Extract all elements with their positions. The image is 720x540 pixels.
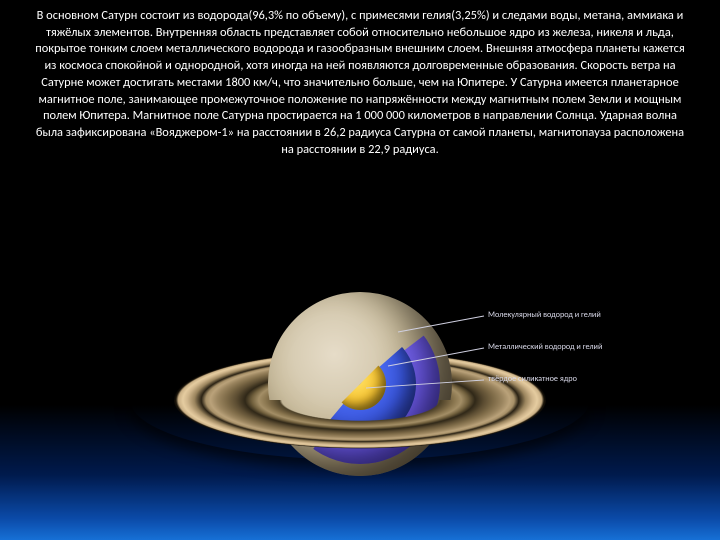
label-mantle: Металлический водород и гелий xyxy=(488,342,602,352)
slide: В основном Сатурн состоит из водорода(96… xyxy=(0,0,720,540)
body-paragraph: В основном Сатурн состоит из водорода(96… xyxy=(30,8,690,159)
label-atmosphere: Молекулярный водород и гелий xyxy=(488,310,601,320)
saturn-cutaway-diagram: Молекулярный водород и гелий Металлическ… xyxy=(130,270,590,510)
label-core: твёрдое силикатное ядро xyxy=(488,374,577,384)
